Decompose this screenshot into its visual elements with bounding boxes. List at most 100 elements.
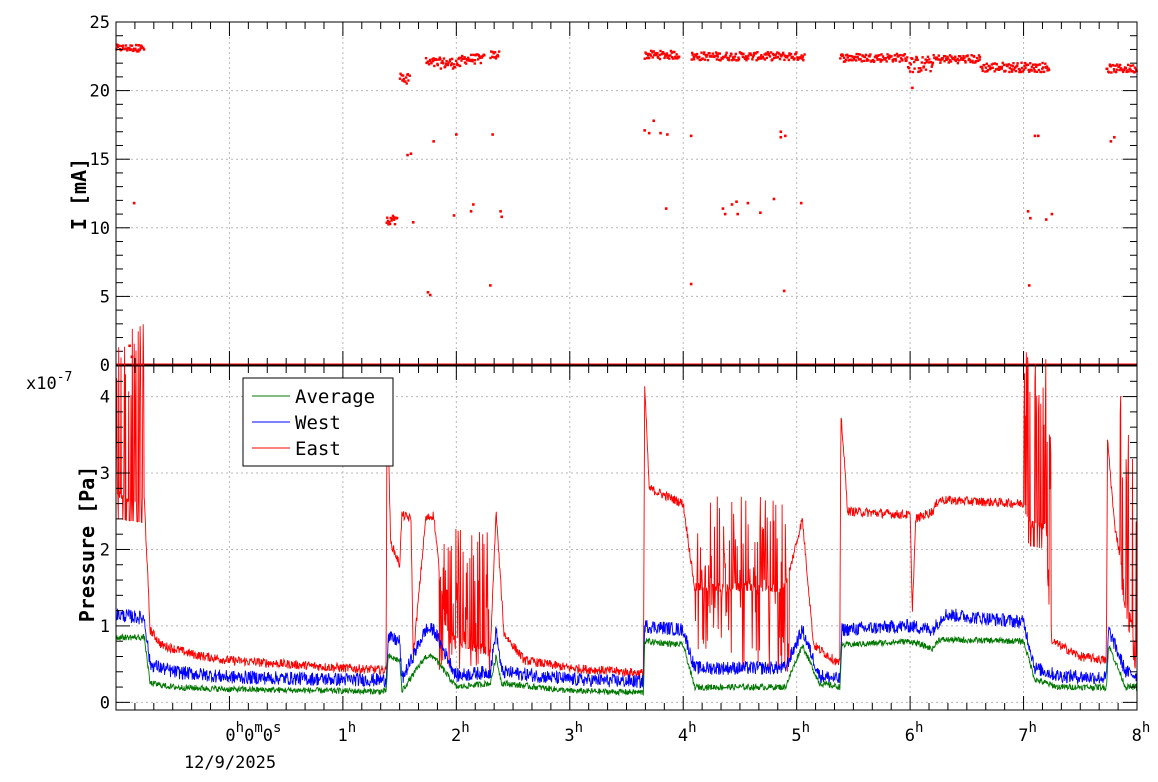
current-outlier-point <box>779 135 783 139</box>
current-point <box>993 70 996 73</box>
current-point <box>749 52 752 55</box>
current-point <box>1001 61 1004 65</box>
current-point <box>788 53 791 57</box>
current-point <box>1008 70 1011 74</box>
current-point <box>917 67 921 70</box>
time-x-tick-label: 2h <box>451 720 470 746</box>
current-point <box>1107 71 1111 74</box>
current-outlier-point <box>689 282 693 286</box>
current-point <box>1046 69 1049 72</box>
current-point <box>879 58 882 61</box>
current-point <box>751 55 755 59</box>
current-point <box>726 58 730 61</box>
current-point <box>948 54 952 57</box>
current-point <box>849 58 853 61</box>
current-point <box>473 59 477 62</box>
current-point <box>705 53 709 57</box>
current-point <box>718 52 722 55</box>
current-point <box>134 43 138 47</box>
current-point <box>901 59 904 62</box>
current-point <box>794 52 797 56</box>
current-point <box>472 53 475 57</box>
current-point <box>401 74 405 77</box>
current-point <box>698 55 701 59</box>
current-point <box>879 60 882 63</box>
current-point <box>695 55 698 58</box>
current-point <box>671 57 675 60</box>
current-outlier-point <box>1050 212 1054 216</box>
current-point <box>926 55 930 59</box>
current-point <box>653 53 656 57</box>
time-x-tick-label: 5h <box>791 720 810 746</box>
current-point <box>655 53 658 57</box>
current-point <box>760 54 763 57</box>
current-point <box>668 57 671 60</box>
current-point <box>768 55 772 58</box>
current-point <box>923 61 926 65</box>
current-point <box>670 56 674 59</box>
current-point <box>402 80 406 83</box>
current-point <box>425 61 428 65</box>
current-point <box>902 54 905 57</box>
current-point <box>428 58 432 62</box>
current-point <box>881 55 885 58</box>
current-point <box>1129 68 1132 72</box>
current-point <box>460 59 463 62</box>
current-y-axis-title: I [mA] <box>67 158 91 230</box>
current-point <box>405 82 408 85</box>
current-point <box>1045 65 1049 68</box>
current-point <box>970 54 973 57</box>
current-point <box>1031 63 1035 66</box>
current-point <box>766 51 770 54</box>
tick-hour-unit: h <box>461 720 469 736</box>
tick-hour-unit: h <box>575 720 583 736</box>
current-point <box>922 65 926 68</box>
current-point <box>670 51 673 54</box>
current-point <box>855 52 858 56</box>
current-point <box>1018 70 1021 74</box>
current-point <box>862 59 866 63</box>
current-point <box>437 58 441 61</box>
current-point <box>1004 69 1007 73</box>
current-point <box>863 55 867 59</box>
current-point <box>868 55 871 58</box>
current-point <box>734 52 738 56</box>
pressure-y-tick-label: 1 <box>100 617 110 637</box>
current-point <box>853 55 857 59</box>
current-point <box>918 70 921 73</box>
current-point <box>491 55 494 59</box>
current-outlier-point <box>735 200 738 204</box>
current-point <box>877 58 880 61</box>
current-point <box>433 64 436 68</box>
legend-label-average: Average <box>295 386 375 408</box>
current-point <box>469 59 472 63</box>
current-point <box>994 68 998 71</box>
current-point <box>1114 70 1118 74</box>
current-point <box>884 57 887 60</box>
current-point <box>953 58 956 61</box>
current-point <box>1002 63 1006 67</box>
current-point <box>981 69 984 73</box>
current-point <box>677 55 681 58</box>
current-point <box>647 56 651 60</box>
current-point <box>856 56 859 59</box>
current-point <box>142 46 145 50</box>
current-point <box>929 69 932 73</box>
tick-hour-unit: h <box>1142 720 1150 736</box>
current-point <box>399 72 402 75</box>
current-point <box>762 57 765 60</box>
current-point <box>669 54 672 57</box>
current-point <box>946 55 949 59</box>
current-point <box>891 60 895 63</box>
current-point <box>911 70 915 74</box>
current-point <box>386 216 389 219</box>
tick-second-unit: s <box>273 720 281 736</box>
current-point <box>844 58 848 62</box>
current-point <box>645 52 648 56</box>
current-point <box>1042 70 1046 73</box>
current-point <box>899 53 902 57</box>
current-point <box>388 220 391 224</box>
current-point <box>776 55 780 59</box>
current-point <box>887 57 891 60</box>
